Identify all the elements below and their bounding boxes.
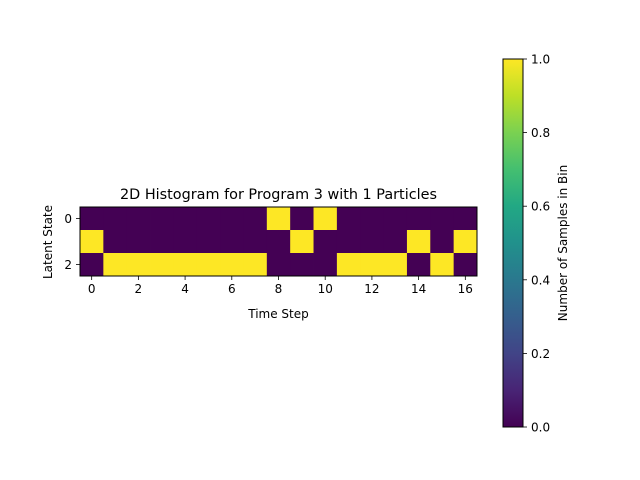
x-tick-label: 8 — [275, 282, 283, 296]
heatmap-cell — [150, 230, 174, 254]
heatmap-cell — [430, 207, 455, 231]
heatmap-cell — [266, 230, 291, 254]
heatmap-cell — [313, 207, 338, 231]
x-axis-ticks: 0 2 4 6 8 10 12 14 16 — [88, 276, 473, 296]
heatmap-cell — [80, 207, 104, 231]
heatmap-cell — [290, 207, 314, 231]
heatmap-cell — [103, 230, 128, 254]
heatmap-cell — [173, 253, 198, 277]
heatmap-cell — [360, 253, 384, 277]
heatmap-cell — [243, 207, 268, 231]
chart-title: 2D Histogram for Program 3 with 1 Partic… — [120, 187, 437, 203]
heatmap-cell — [266, 253, 291, 277]
heatmap-cell — [430, 253, 455, 277]
x-tick-label: 4 — [181, 282, 189, 296]
heatmap-cell — [196, 230, 221, 254]
colorbar-label: Number of Samples in Bin — [556, 165, 570, 321]
heatmap-cell — [173, 207, 198, 231]
x-tick-label: 6 — [228, 282, 236, 296]
heatmap-cells — [80, 207, 478, 277]
heatmap-cell — [126, 253, 151, 277]
heatmap-cell — [453, 207, 478, 231]
heatmap-cell — [220, 230, 244, 254]
heatmap-cell — [126, 230, 151, 254]
heatmap-cell — [103, 207, 128, 231]
x-axis-label: Time Step — [247, 307, 309, 321]
colorbar-tick-label: 0.4 — [531, 273, 550, 287]
heatmap-cell — [360, 230, 384, 254]
heatmap-cell — [150, 207, 174, 231]
colorbar-tick-label: 0.8 — [531, 126, 550, 140]
x-tick-label: 16 — [458, 282, 473, 296]
heatmap-cell — [173, 230, 198, 254]
heatmap-cell — [80, 253, 104, 277]
heatmap-cell — [196, 253, 221, 277]
heatmap-cell — [80, 230, 104, 254]
heatmap-cell — [406, 207, 431, 231]
y-tick-label: 2 — [64, 258, 72, 272]
x-tick-label: 0 — [88, 282, 96, 296]
heatmap-cell — [290, 230, 314, 254]
heatmap-cell — [336, 253, 361, 277]
heatmap-cell — [126, 207, 151, 231]
heatmap-cell — [313, 253, 338, 277]
heatmap-cell — [290, 253, 314, 277]
heatmap-cell — [243, 253, 268, 277]
x-tick-label: 14 — [411, 282, 426, 296]
heatmap-cell — [383, 253, 408, 277]
colorbar-tick-label: 1.0 — [531, 53, 550, 67]
heatmap-cell — [406, 253, 431, 277]
heatmap-cell — [266, 207, 291, 231]
heatmap-cell — [406, 230, 431, 254]
heatmap-cell — [103, 253, 128, 277]
x-tick-label: 12 — [364, 282, 379, 296]
heatmap-cell — [220, 253, 244, 277]
heatmap-cell — [336, 207, 361, 231]
heatmap-cell — [383, 207, 408, 231]
heatmap-cell — [220, 207, 244, 231]
colorbar-tick-label: 0.0 — [531, 421, 550, 435]
heatmap-cell — [383, 230, 408, 254]
x-tick-label: 10 — [318, 282, 333, 296]
y-axis-ticks: 02 — [64, 212, 80, 272]
heatmap-cell — [360, 207, 384, 231]
heatmap-cell — [196, 207, 221, 231]
colorbar-tick-label: 0.6 — [531, 200, 550, 214]
colorbar-tick-label: 0.2 — [531, 347, 550, 361]
y-axis-label: Latent State — [41, 205, 55, 279]
heatmap-cell — [453, 253, 478, 277]
y-tick-label: 0 — [64, 212, 72, 226]
heatmap-cell — [243, 230, 268, 254]
colorbar — [502, 58, 524, 428]
heatmap-cell — [336, 230, 361, 254]
heatmap-cell — [150, 253, 174, 277]
colorbar-ticks: 0.0 0.2 0.4 0.6 0.8 1.0 — [523, 53, 550, 435]
x-tick-label: 2 — [135, 282, 143, 296]
heatmap-cell — [313, 230, 338, 254]
heatmap-cell — [430, 230, 455, 254]
heatmap-cell — [453, 230, 478, 254]
